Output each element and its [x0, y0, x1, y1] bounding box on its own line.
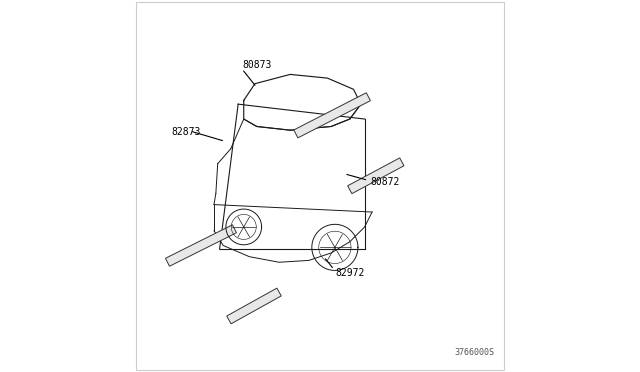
Text: 82972: 82972 [335, 269, 364, 278]
Polygon shape [227, 288, 281, 324]
Polygon shape [294, 93, 371, 138]
Polygon shape [166, 225, 236, 266]
Polygon shape [348, 158, 404, 194]
Text: 80873: 80873 [242, 60, 271, 70]
Text: 80872: 80872 [370, 177, 399, 187]
Text: 82873: 82873 [172, 127, 200, 137]
Text: 3766000S: 3766000S [455, 348, 495, 357]
